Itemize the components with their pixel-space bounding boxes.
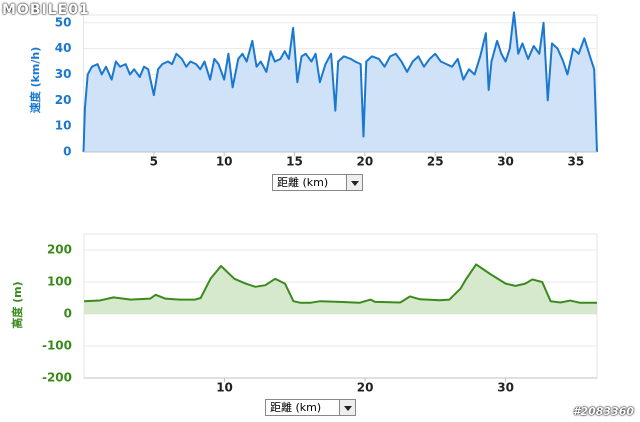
y-tick-label: 0 bbox=[63, 145, 71, 159]
y-tick-label: 200 bbox=[47, 243, 72, 257]
y-tick-label: -200 bbox=[42, 371, 72, 385]
y-tick-label: 20 bbox=[55, 93, 72, 107]
x-axis-label: 距離 (km) bbox=[270, 401, 322, 414]
x-tick-label: 10 bbox=[216, 155, 233, 169]
logo: MOBILE01 bbox=[2, 2, 90, 18]
y-tick-label: 40 bbox=[55, 41, 72, 55]
y-tick-label: 10 bbox=[55, 119, 72, 133]
x-tick-label: 25 bbox=[427, 155, 444, 169]
x-unit-select[interactable]: 距離 (km) bbox=[265, 399, 356, 416]
x-tick-label: 20 bbox=[357, 381, 374, 395]
line bbox=[83, 263, 597, 304]
y-axis-label: 速度 (km/h) bbox=[28, 47, 42, 114]
y-tick-label: 50 bbox=[55, 15, 72, 29]
x-tick-label: 15 bbox=[286, 155, 303, 169]
select-arrow[interactable] bbox=[346, 175, 362, 190]
x-unit-select[interactable]: 距離 (km) bbox=[272, 174, 363, 191]
post-id: #2083360 bbox=[572, 405, 634, 418]
select-arrow[interactable] bbox=[339, 400, 355, 415]
x-tick-label: 30 bbox=[497, 381, 514, 395]
y-tick-label: -100 bbox=[42, 339, 72, 353]
x-tick-label: 30 bbox=[497, 155, 514, 169]
y-tick-label: 100 bbox=[47, 275, 72, 289]
x-tick-label: 20 bbox=[357, 155, 374, 169]
x-tick-label: 5 bbox=[150, 155, 158, 169]
y-tick-label: 0 bbox=[64, 307, 72, 321]
x-axis-label: 距離 (km) bbox=[277, 176, 329, 189]
x-tick-label: 35 bbox=[568, 155, 585, 169]
line bbox=[82, 11, 598, 153]
x-tick-label: 10 bbox=[216, 381, 233, 395]
area-fill bbox=[83, 12, 597, 152]
y-axis-label: 高度 (m) bbox=[10, 281, 24, 328]
y-tick-label: 30 bbox=[55, 67, 72, 81]
